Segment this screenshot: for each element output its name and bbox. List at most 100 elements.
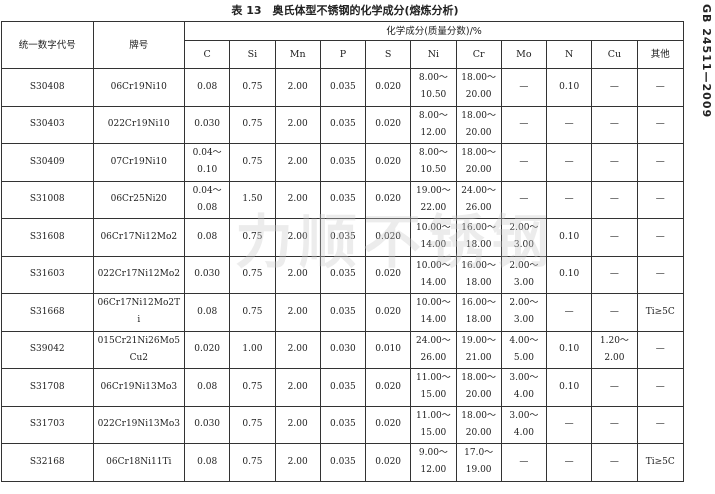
- cell-value: 2.00～3.00: [500, 255, 548, 294]
- cell-code: S30408: [1, 68, 94, 107]
- cell-value: —: [636, 68, 685, 107]
- table-row: S30408 06Cr19Ni10 0.08 0.75 2.00 0.035 0.020 8.…: [1, 68, 685, 107]
- table-row: S31008 06Cr25Ni20 0.04～0.08 1.50 2.00 0.035 0.…: [1, 180, 685, 219]
- cell-value: —: [500, 443, 548, 482]
- cell-value: 0.10: [546, 218, 593, 257]
- cell-value: 2.00: [274, 293, 321, 332]
- cell-value: 8.00～10.50: [410, 143, 457, 182]
- cell-grade: 022Cr17Ni12Mo2: [92, 255, 186, 294]
- cell-value: —: [636, 180, 685, 219]
- cell-value: 0.010: [365, 330, 412, 369]
- cell-value: 0.04～0.10: [184, 143, 231, 182]
- cell-value: —: [500, 105, 548, 144]
- cell-value: —: [591, 105, 638, 144]
- cell-value: 18.00～20.00: [455, 368, 502, 407]
- cell-value: 0.020: [365, 180, 412, 219]
- cell-code: S31708: [1, 368, 94, 407]
- cell-value: 0.035: [319, 218, 367, 257]
- header-element: Cr: [455, 40, 502, 69]
- cell-value: 2.00: [274, 443, 321, 482]
- cell-value: 18.00～20.00: [455, 105, 502, 144]
- cell-value: 0.030: [184, 405, 231, 444]
- cell-value: —: [546, 105, 593, 144]
- cell-value: —: [591, 443, 638, 482]
- cell-value: 18.00～20.00: [455, 68, 502, 107]
- cell-value: 0.020: [365, 218, 412, 257]
- cell-value: 0.035: [319, 180, 367, 219]
- cell-value: 0.10: [546, 368, 593, 407]
- cell-value: 0.020: [365, 443, 412, 482]
- cell-grade: 06Cr17Ni12Mo2Ti: [92, 293, 186, 332]
- cell-value: —: [591, 293, 638, 332]
- cell-value: 0.08: [184, 218, 231, 257]
- cell-code: S31603: [1, 255, 94, 294]
- cell-value: 0.75: [229, 68, 276, 107]
- cell-value: 2.00: [274, 405, 321, 444]
- cell-value: 0.020: [184, 330, 231, 369]
- table-row: S31703 022Cr19Ni13Mo3 0.030 0.75 2.00 0.035 0.…: [1, 405, 685, 444]
- cell-value: —: [500, 180, 548, 219]
- cell-value: —: [546, 293, 593, 332]
- cell-grade: 022Cr19Ni10: [92, 105, 186, 144]
- cell-value: —: [591, 405, 638, 444]
- table-row: S30403 022Cr19Ni10 0.030 0.75 2.00 0.035 0.020…: [1, 105, 685, 144]
- cell-code: S39042: [1, 330, 94, 369]
- cell-value: 16.00～18.00: [455, 218, 502, 257]
- cell-grade: 06Cr19Ni10: [92, 68, 186, 107]
- cell-value: 19.00～22.00: [410, 180, 457, 219]
- cell-value: 0.10: [546, 330, 593, 369]
- cell-value: 3.00～4.00: [500, 405, 548, 444]
- cell-value: 0.035: [319, 443, 367, 482]
- cell-value: 18.00～20.00: [455, 143, 502, 182]
- cell-value: 0.75: [229, 368, 276, 407]
- cell-value: 2.00: [274, 143, 321, 182]
- cell-value: 0.035: [319, 105, 367, 144]
- cell-grade: 06Cr18Ni11Ti: [92, 443, 186, 482]
- cell-value: 16.00～18.00: [455, 293, 502, 332]
- cell-code: S31608: [1, 218, 94, 257]
- cell-value: 2.00: [274, 180, 321, 219]
- cell-grade: 07Cr19Ni10: [92, 143, 186, 182]
- header-grade: 牌号: [92, 21, 186, 69]
- cell-value: 0.08: [184, 443, 231, 482]
- cell-value: 0.030: [319, 330, 367, 369]
- cell-value: 1.50: [229, 180, 276, 219]
- header-element: C: [184, 40, 231, 69]
- header-element: Cu: [591, 40, 638, 69]
- cell-value: 0.035: [319, 255, 367, 294]
- cell-value: 0.10: [546, 255, 593, 294]
- cell-value: 0.020: [365, 368, 412, 407]
- cell-value: —: [546, 143, 593, 182]
- header-element: Ni: [410, 40, 457, 69]
- cell-code: S30403: [1, 105, 94, 144]
- cell-value: —: [636, 143, 685, 182]
- header-element: Mn: [274, 40, 321, 69]
- cell-value: 0.020: [365, 405, 412, 444]
- table-row: S30409 07Cr19Ni10 0.04～0.10 0.75 2.00 0.035 0.…: [1, 143, 685, 182]
- cell-code: S31008: [1, 180, 94, 219]
- cell-value: 0.75: [229, 405, 276, 444]
- cell-value: 0.035: [319, 143, 367, 182]
- cell-value: 0.020: [365, 68, 412, 107]
- cell-value: 24.00～26.00: [455, 180, 502, 219]
- cell-value: 16.00～18.00: [455, 255, 502, 294]
- cell-value: 0.030: [184, 105, 231, 144]
- cell-value: 0.08: [184, 68, 231, 107]
- cell-value: 2.00～3.00: [500, 293, 548, 332]
- cell-value: 2.00: [274, 368, 321, 407]
- cell-value: 0.020: [365, 293, 412, 332]
- cell-value: 0.035: [319, 293, 367, 332]
- cell-value: —: [546, 405, 593, 444]
- cell-value: 0.75: [229, 218, 276, 257]
- cell-value: 0.035: [319, 368, 367, 407]
- cell-value: —: [591, 368, 638, 407]
- cell-value: 10.00～14.00: [410, 293, 457, 332]
- header-element: P: [319, 40, 367, 69]
- cell-value: 24.00～26.00: [410, 330, 457, 369]
- cell-value: —: [591, 255, 638, 294]
- cell-code: S31668: [1, 293, 94, 332]
- cell-value: 0.035: [319, 68, 367, 107]
- cell-value: 2.00: [274, 68, 321, 107]
- cell-grade: 06Cr17Ni12Mo2: [92, 218, 186, 257]
- table-row: S39042 015Cr21Ni26Mo5Cu2 0.020 1.00 2.00 0.03…: [1, 330, 685, 369]
